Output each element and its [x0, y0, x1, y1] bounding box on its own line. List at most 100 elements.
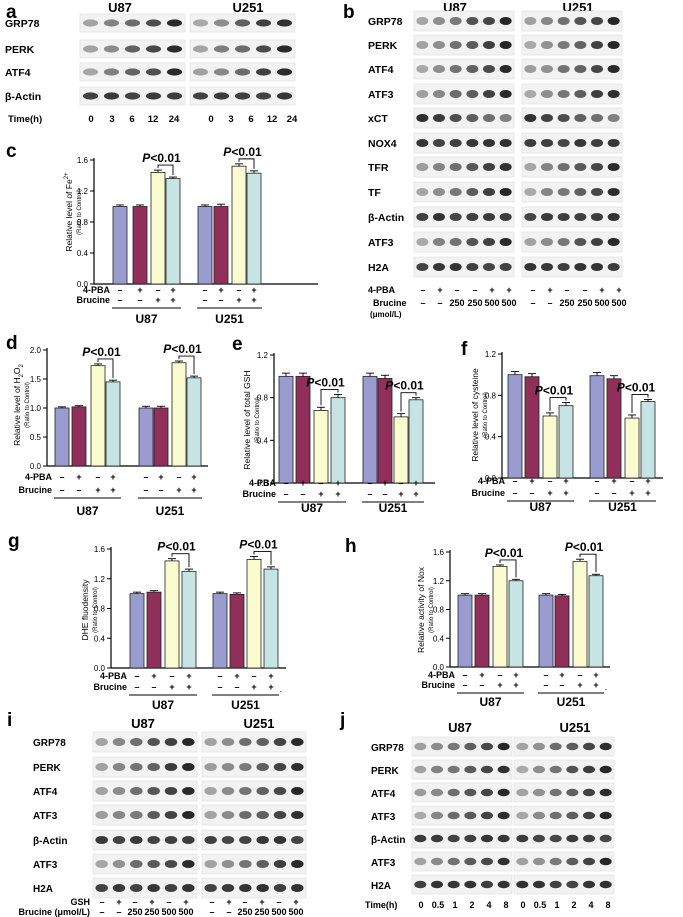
group-label: U251 — [215, 312, 244, 326]
y-tick-label: 0.8 — [77, 218, 89, 227]
bar — [90, 365, 106, 467]
pba-row-label: 4-PBA — [25, 472, 53, 482]
blot-band — [516, 788, 529, 797]
blot-band — [541, 238, 553, 246]
bar — [393, 416, 409, 484]
blot-band — [416, 41, 429, 49]
brucine-row-label: Brucine — [93, 682, 127, 692]
pba-mark: + — [76, 472, 81, 482]
pba-mark: – — [143, 472, 148, 482]
blot-band — [566, 834, 579, 843]
blot-band — [82, 45, 99, 53]
blot-band — [557, 139, 570, 147]
blot-band — [481, 742, 493, 751]
pba-mark: – — [497, 670, 502, 680]
blot-row-label: GRP78 — [5, 18, 40, 30]
brucine-row-label: Brucine — [421, 680, 455, 690]
blot-band — [416, 65, 429, 73]
y-tick-label: 1.0 — [30, 404, 42, 413]
y-tick-label: 1.5 — [30, 375, 42, 384]
brucine-mark: – — [143, 485, 148, 495]
p-value-label: P<0.01 — [617, 380, 656, 394]
blot-strip — [92, 731, 198, 753]
brucine-mark: + — [176, 485, 181, 495]
blot-strip — [411, 874, 513, 895]
blot-strip — [521, 34, 623, 56]
blot-band — [416, 263, 429, 271]
y-axis-title: Relative level of Fe2+ — [64, 172, 74, 252]
bar — [71, 406, 87, 467]
blot-band — [164, 763, 178, 771]
time-tick: 12 — [267, 114, 278, 125]
cell-line-label: U87 — [131, 716, 155, 731]
blot-strip — [413, 107, 515, 129]
bar — [181, 570, 197, 669]
brucine-mark: + — [413, 489, 418, 499]
p-value-label: P<0.01 — [82, 345, 121, 359]
blot-band — [276, 68, 293, 76]
blot-band — [566, 788, 579, 797]
blot-band — [449, 139, 462, 147]
blot-band — [607, 139, 620, 147]
blot-strip — [521, 58, 623, 80]
blot-band — [541, 188, 553, 196]
y-axis-subtitle: (Ratio to Control) — [93, 587, 99, 633]
gsh-mark: + — [226, 897, 231, 907]
time-tick: 1 — [554, 900, 559, 910]
brucine-mark: + — [563, 488, 568, 498]
blot-band — [574, 65, 587, 73]
y-tick-label: 1.2 — [94, 575, 106, 584]
blot-band — [549, 765, 562, 774]
blot-band — [182, 738, 195, 746]
blot-band — [574, 238, 587, 246]
y-tick-label: 1.2 — [257, 351, 269, 360]
blot-band — [95, 738, 108, 746]
blot-band — [524, 90, 537, 98]
blot-band — [549, 857, 562, 866]
blot-band — [431, 811, 443, 820]
blot-band — [599, 880, 612, 889]
blot-band — [447, 811, 460, 820]
cell-line-label: U251 — [243, 716, 274, 731]
blot-band — [599, 788, 612, 797]
y-tick-label: 0.8 — [433, 606, 445, 615]
blot-band — [591, 65, 603, 73]
y-tick-label: 0.8 — [485, 391, 497, 400]
blot-band — [466, 163, 479, 171]
time-tick: 0 — [418, 900, 423, 910]
blot-band — [449, 213, 462, 221]
group-label: U87 — [76, 504, 98, 518]
blot-band — [541, 65, 553, 73]
pba-mark: – — [95, 472, 100, 482]
y-tick-label: 1.6 — [433, 548, 445, 557]
bar — [146, 591, 162, 669]
cell-line-label: U87 — [448, 720, 472, 735]
y-tick-label: 0.4 — [433, 634, 445, 643]
y-tick-label: 2.0 — [30, 346, 42, 355]
chart-panel-f: f 0.0 0.4 0.8 1.2 Relative level of cysteine(… — [461, 339, 663, 514]
blot-band — [499, 263, 512, 271]
pba-mark: – — [564, 285, 569, 295]
brucine-mark: 250 — [254, 907, 269, 917]
gsh-mark: – — [242, 897, 247, 907]
brucine-mark: + — [645, 488, 650, 498]
bar — [112, 206, 128, 285]
gsh-mark: – — [276, 897, 281, 907]
y-tick-label: 0.4 — [257, 436, 269, 445]
blot-band — [541, 263, 553, 271]
blot-band — [499, 17, 512, 25]
y-tick-label: 1.6 — [94, 545, 106, 554]
time-tick: 6 — [248, 114, 253, 125]
brucine-mark: + — [335, 489, 340, 499]
blot-band — [566, 880, 579, 889]
blot-band — [464, 880, 477, 889]
brucine-mark: – — [543, 680, 548, 690]
blot-band — [464, 765, 477, 774]
blot-band — [95, 884, 108, 892]
blot-band — [112, 860, 126, 868]
time-label: Time(h) — [8, 114, 42, 125]
pba-mark: – — [155, 285, 160, 295]
blot-band — [221, 763, 235, 771]
blot-band — [112, 811, 126, 819]
bar — [558, 405, 574, 479]
